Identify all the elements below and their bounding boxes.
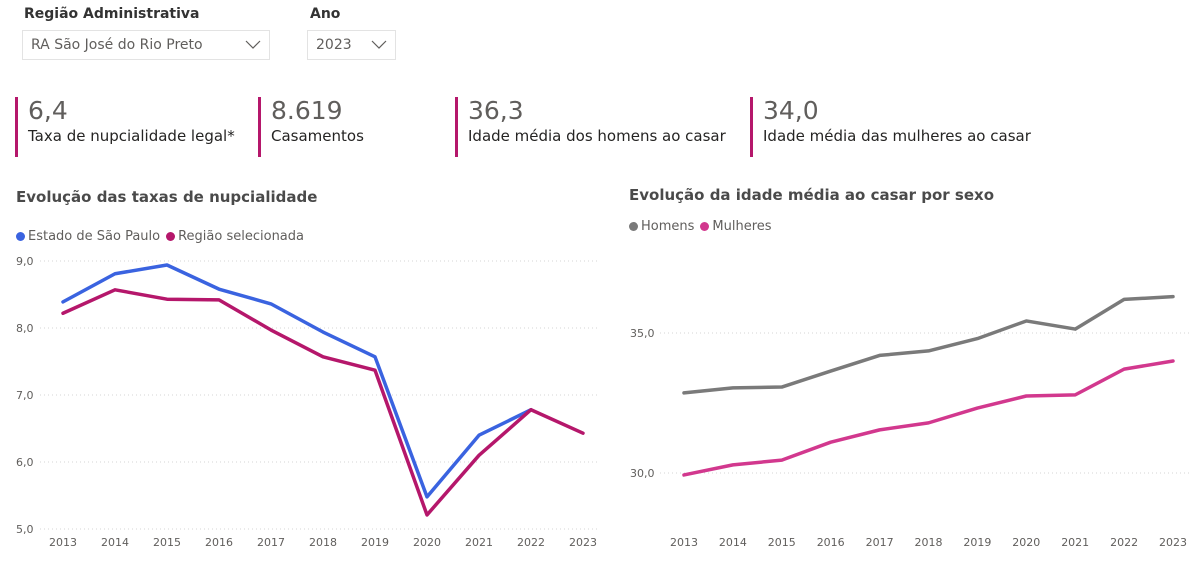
region-dropdown[interactable]: RA São José do Rio Preto <box>22 30 270 60</box>
x-tick-label: 2014 <box>101 536 129 549</box>
kpi-label: Idade média das mulheres ao casar <box>763 127 1031 145</box>
x-tick-label: 2013 <box>670 536 698 549</box>
legend-item-men[interactable]: Homens <box>629 219 694 234</box>
y-tick-label: 35,0 <box>630 327 655 340</box>
year-dropdown-value: 2023 <box>316 37 352 53</box>
legend-item-women[interactable]: Mulheres <box>700 219 772 234</box>
legend-item-sp[interactable]: Estado de São Paulo <box>16 229 160 244</box>
x-tick-label: 2022 <box>517 536 545 549</box>
x-tick-label: 2016 <box>817 536 845 549</box>
legend-dot-icon <box>629 222 638 231</box>
legend-label: Homens <box>641 219 695 234</box>
kpi-card-marriages: 8.619 Casamentos <box>258 97 364 157</box>
y-tick-label: 30,0 <box>630 467 655 480</box>
kpi-card-marriage-rate: 6,4 Taxa de nupcialidade legal* <box>15 97 235 157</box>
series-line-regi-o-selecionada[interactable] <box>61 288 585 517</box>
x-tick-label: 2016 <box>205 536 233 549</box>
year-dropdown[interactable]: 2023 <box>307 30 396 60</box>
kpi-value: 6,4 <box>28 96 68 125</box>
x-tick-label: 2015 <box>768 536 796 549</box>
kpi-card-men-age: 36,3 Idade média dos homens ao casar <box>455 97 726 157</box>
legend-label: Mulheres <box>712 219 772 234</box>
y-tick-label: 5,0 <box>16 523 34 536</box>
x-tick-label: 2013 <box>49 536 77 549</box>
x-tick-label: 2021 <box>465 536 493 549</box>
y-tick-label: 6,0 <box>16 456 34 469</box>
legend-item-region[interactable]: Região selecionada <box>166 229 304 244</box>
chevron-down-icon <box>245 40 261 49</box>
x-tick-label: 2019 <box>361 536 389 549</box>
kpi-label: Casamentos <box>271 127 364 145</box>
region-dropdown-value: RA São José do Rio Preto <box>31 37 203 53</box>
legend-ages: Homens Mulheres <box>629 219 778 234</box>
kpi-value: 36,3 <box>468 96 524 125</box>
x-tick-label: 2017 <box>257 536 285 549</box>
kpi-label: Taxa de nupcialidade legal* <box>28 127 235 145</box>
chevron-down-icon <box>371 40 387 49</box>
chart-title-ages: Evolução da idade média ao casar por sex… <box>629 186 995 204</box>
legend-rates: Estado de São Paulo Região selecionada <box>16 229 310 244</box>
legend-dot-icon <box>700 222 710 231</box>
legend-dot-icon <box>16 232 25 241</box>
series-line-estado-de-s-o-paulo[interactable] <box>61 263 533 499</box>
series-line-homens[interactable] <box>682 294 1175 395</box>
year-filter-label: Ano <box>310 6 341 22</box>
kpi-value: 34,0 <box>763 96 819 125</box>
x-tick-label: 2023 <box>569 536 597 549</box>
x-tick-label: 2017 <box>866 536 894 549</box>
y-tick-label: 9,0 <box>16 255 34 268</box>
x-tick-label: 2020 <box>1012 536 1040 549</box>
legend-dot-icon <box>166 232 176 241</box>
x-tick-label: 2018 <box>309 536 337 549</box>
y-tick-label: 7,0 <box>16 389 34 402</box>
x-tick-label: 2018 <box>915 536 943 549</box>
x-tick-label: 2014 <box>719 536 747 549</box>
legend-label: Estado de São Paulo <box>28 229 161 244</box>
x-tick-label: 2023 <box>1159 536 1187 549</box>
region-filter-label: Região Administrativa <box>24 6 200 22</box>
legend-label: Região selecionada <box>178 229 304 244</box>
series-line-mulheres[interactable] <box>682 359 1175 477</box>
chart-title-rates: Evolução das taxas de nupcialidade <box>16 188 318 206</box>
kpi-card-women-age: 34,0 Idade média das mulheres ao casar <box>750 97 1031 157</box>
x-tick-label: 2020 <box>413 536 441 549</box>
x-tick-label: 2015 <box>153 536 181 549</box>
kpi-label: Idade média dos homens ao casar <box>468 127 726 145</box>
x-tick-label: 2019 <box>963 536 991 549</box>
y-tick-label: 8,0 <box>16 322 34 335</box>
kpi-value: 8.619 <box>271 96 343 125</box>
x-tick-label: 2022 <box>1110 536 1138 549</box>
x-tick-label: 2021 <box>1061 536 1089 549</box>
